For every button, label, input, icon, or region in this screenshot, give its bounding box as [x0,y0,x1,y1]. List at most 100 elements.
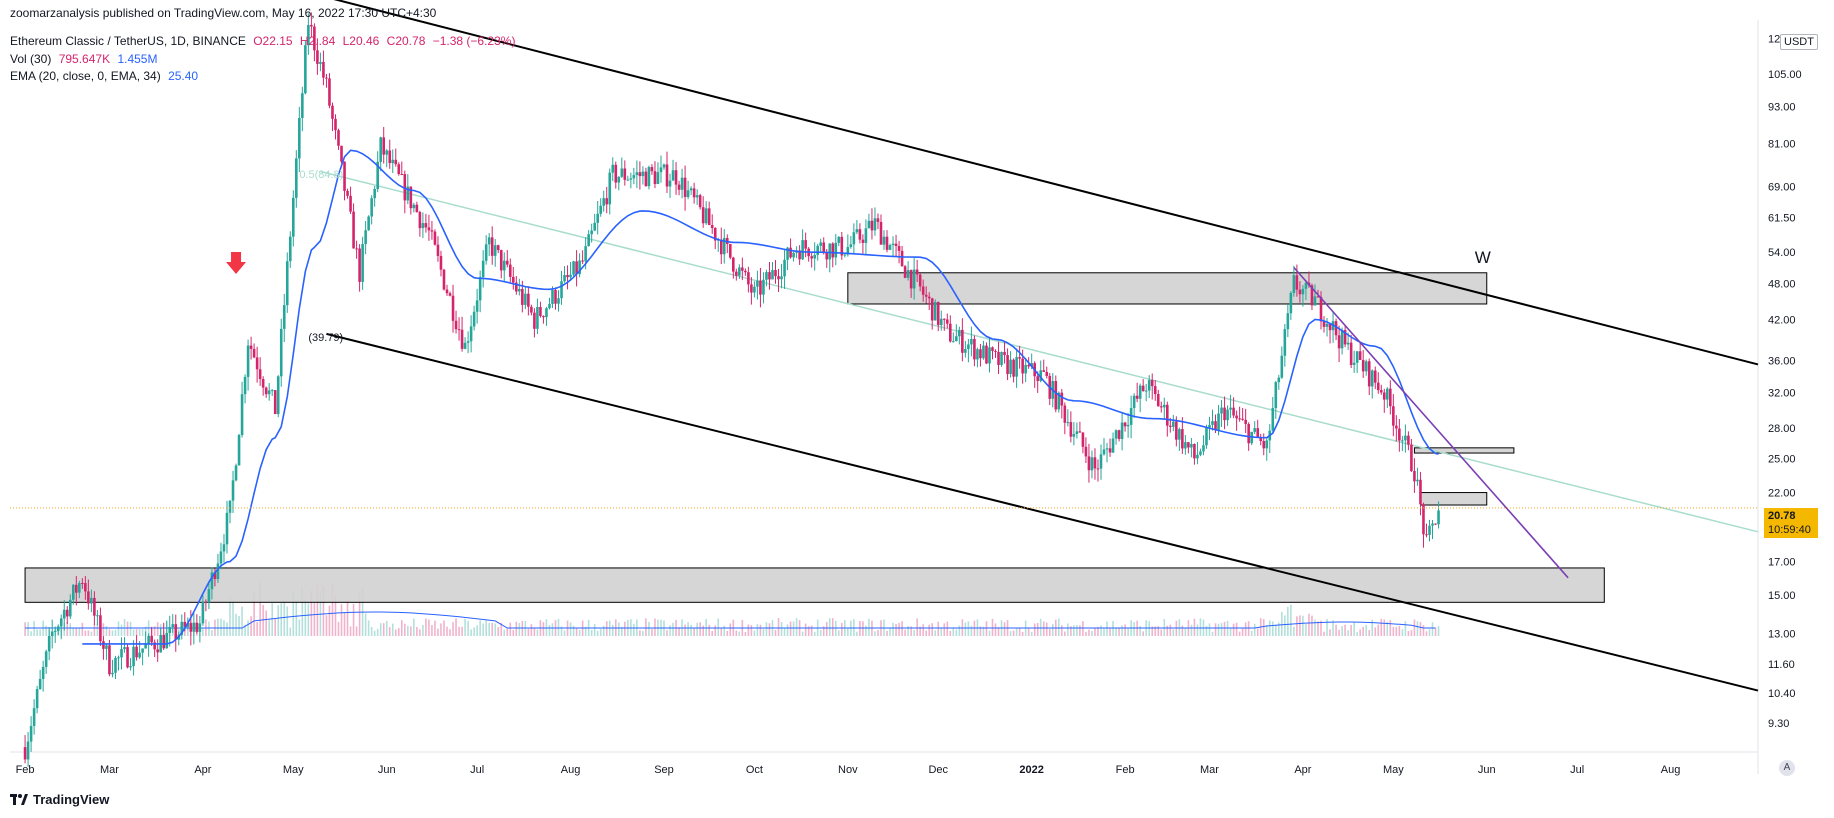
volume-bar [419,629,421,636]
volume-bar [1151,626,1154,636]
candle-body [638,172,642,177]
candle-body [599,205,603,214]
candle-body [1386,388,1389,400]
candle-body [44,651,48,667]
volume-bar [1250,630,1253,636]
candle-body [1202,445,1205,452]
candle-body [156,649,159,653]
volume-bar [877,630,879,636]
volume-bar [352,603,355,636]
ema-label[interactable]: EMA (20, close, 0, EMA, 34) [10,69,161,83]
volume-bar [410,626,412,636]
support-resistance-zone[interactable] [24,567,1605,603]
volume-bar [422,624,424,636]
candle-body [1138,385,1142,399]
candle-body [1003,351,1006,356]
candle-body [1280,355,1284,378]
candle-body [418,211,422,229]
volume-bar [114,629,117,636]
candle-body [1208,424,1211,428]
candle-body [358,248,361,282]
volume-bar [503,629,506,636]
channel-lower-line[interactable] [326,332,1759,692]
volume-bar [1425,631,1428,636]
footer-brand[interactable]: TradingView [10,792,109,807]
candle-body [1401,440,1404,442]
volume-bar [394,629,397,636]
volume-bar [1232,623,1235,636]
candle-body [162,634,166,649]
volume-bar [1088,629,1090,636]
volume-bar [979,626,982,636]
volume-bar [464,619,466,636]
volume-bar [84,630,87,636]
volume-bar [1413,619,1416,636]
volume-bar [244,624,246,636]
volume-bar [590,629,593,636]
candle-body [1199,451,1202,455]
candle-body [1063,405,1067,423]
channel-upper-line[interactable] [326,0,1759,366]
volume-bar [901,621,903,636]
volume-bar [325,615,328,636]
volume-bar [1320,620,1322,636]
candle-body [683,177,687,198]
candle-body [735,271,738,276]
volume-bar [135,629,138,636]
candle-body [1193,444,1196,459]
support-resistance-zone[interactable] [847,272,1488,305]
candle-body [1090,457,1094,471]
descending-trend-line[interactable] [1293,266,1569,579]
candle-body [273,390,277,415]
volume-bar [783,628,786,636]
candle-body [976,349,979,360]
candle-body [1325,323,1329,327]
x-tick-label: Jun [378,764,396,776]
volume-bar [1079,625,1081,636]
candle-body [861,239,865,243]
x-tick-label: May [283,764,304,776]
channel-mid-line[interactable] [320,170,1759,533]
support-resistance-zone[interactable] [1413,447,1515,454]
volume-bar [307,603,310,636]
candle-body [858,229,862,240]
volume-bar [340,604,343,636]
candle-body [237,434,241,466]
volume-bar [786,624,789,636]
candle-body [1175,421,1178,440]
volume-bar [241,606,243,636]
symbol-name[interactable]: Ethereum Classic / TetherUS, 1D, BINANCE [10,34,246,48]
candle-body [186,623,190,627]
volume-bar [1247,621,1250,636]
y-tick-label: 13.00 [1768,628,1796,640]
candle-body [1404,435,1407,441]
volume-bar [940,627,943,636]
x-tick-label: 2022 [1019,764,1043,776]
volume-bar [611,624,614,636]
support-resistance-zone[interactable] [1419,492,1488,506]
candle-body [1039,370,1043,382]
x-tick-label: Apr [1294,764,1311,776]
candle-body [1096,468,1100,470]
candle-body [524,293,527,305]
candle-body [487,237,491,245]
candle-body [891,243,895,246]
auto-scale-button[interactable]: A [1779,760,1795,776]
candle-body [647,167,651,187]
volume-bar [1166,625,1169,636]
volume-label[interactable]: Vol (30) [10,52,52,66]
down-arrow-icon[interactable] [226,252,247,274]
volume-bar [391,623,394,636]
volume-bar [1347,630,1349,636]
candle-body [912,269,916,289]
volume-bar [337,621,340,636]
volume-bar [202,628,204,636]
candle-body [478,277,482,301]
candle-body [23,747,27,760]
currency-selector[interactable]: USDT [1780,34,1818,50]
volume-bar [1431,622,1434,636]
volume-bar [27,622,29,636]
y-tick-label: 105.00 [1768,69,1802,81]
y-tick-label: 10.40 [1768,688,1796,700]
